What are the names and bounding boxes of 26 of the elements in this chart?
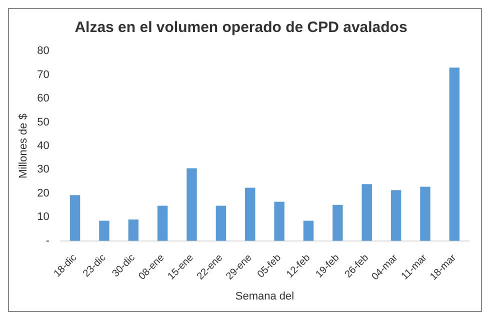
bar bbox=[420, 186, 430, 241]
bar bbox=[274, 202, 284, 241]
bar bbox=[303, 220, 314, 241]
x-axis-title: Semana del bbox=[235, 290, 294, 302]
y-tick-label: 40 bbox=[37, 140, 50, 152]
y-tick-label: 70 bbox=[37, 68, 50, 81]
bar bbox=[157, 206, 168, 241]
y-tick-label: 30 bbox=[37, 164, 50, 176]
chart-title: Alzas en el volumen operado de CPD avalados bbox=[74, 19, 408, 36]
bar bbox=[186, 168, 197, 241]
y-tick-label: 60 bbox=[37, 92, 50, 105]
y-tick-label: 20 bbox=[37, 187, 50, 200]
y-tick-label: 80 bbox=[37, 45, 50, 58]
bar bbox=[99, 220, 110, 241]
y-tick-label: 50 bbox=[37, 116, 50, 128]
bar bbox=[390, 190, 402, 241]
bar bbox=[216, 206, 226, 241]
y-tick-label: - bbox=[46, 234, 50, 247]
bar bbox=[245, 188, 256, 241]
y-tick-label: 10 bbox=[37, 211, 50, 224]
bar bbox=[128, 220, 138, 241]
bar bbox=[332, 204, 343, 241]
y-axis-title: Millones de $ bbox=[18, 114, 30, 178]
bar bbox=[449, 68, 460, 241]
bar bbox=[70, 195, 80, 241]
bar bbox=[362, 184, 372, 241]
